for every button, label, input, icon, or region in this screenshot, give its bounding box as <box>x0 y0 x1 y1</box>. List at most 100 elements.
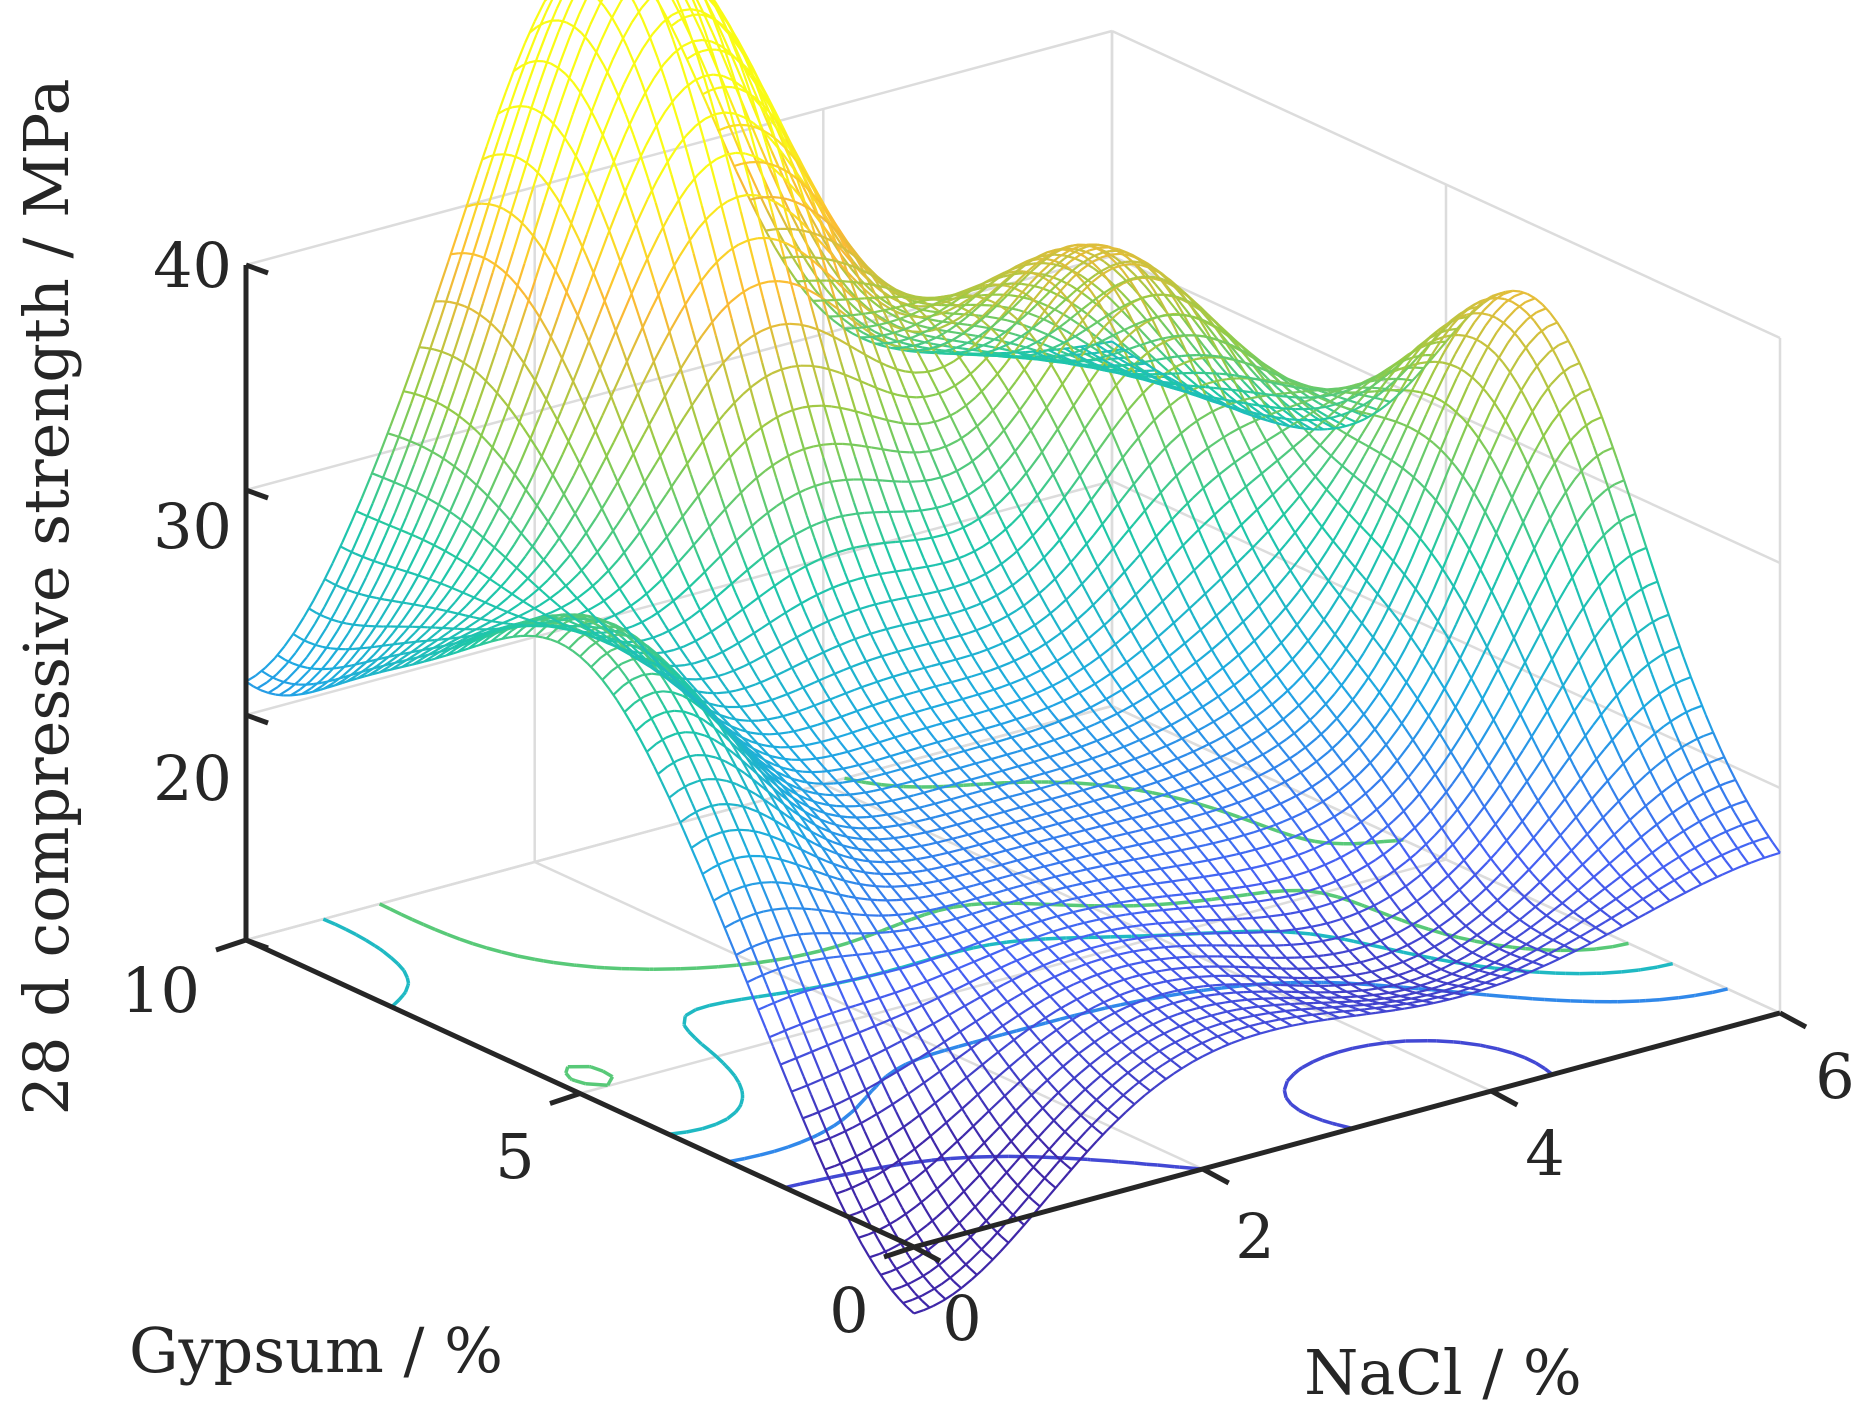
mesh-line-const-gypsum <box>590 602 601 610</box>
mesh-line-const-gypsum <box>596 538 608 553</box>
mesh-line-const-gypsum <box>1008 306 1019 312</box>
mesh-line-const-gypsum <box>556 289 569 318</box>
mesh-line-const-gypsum <box>1060 279 1072 287</box>
mesh-line-const-gypsum <box>662 628 673 635</box>
mesh-line-const-gypsum <box>1205 324 1218 339</box>
contour-line <box>854 1104 860 1110</box>
mesh-line-const-gypsum <box>848 577 859 583</box>
mesh-line-const-gypsum <box>938 444 949 451</box>
mesh-line-const-gypsum <box>579 338 591 365</box>
mesh-line-const-gypsum <box>475 146 488 176</box>
mesh-line-const-gypsum <box>1010 293 1022 307</box>
mesh-line-const-gypsum <box>577 286 590 314</box>
mesh-line-const-gypsum <box>768 280 779 283</box>
mesh-line-const-gypsum <box>888 419 899 424</box>
mesh-line-const-gypsum <box>639 589 651 600</box>
mesh-line-const-gypsum <box>773 168 785 179</box>
contour-line <box>682 1016 687 1025</box>
contour-line <box>389 956 400 966</box>
mesh-line-const-gypsum <box>302 600 315 619</box>
mesh-line-const-gypsum <box>364 660 376 671</box>
contour-line <box>1298 1108 1311 1118</box>
mesh-line-const-gypsum <box>457 468 470 493</box>
mesh-line-const-gypsum <box>999 288 1011 300</box>
mesh-line-const-gypsum <box>470 265 483 298</box>
mesh-line-const-gypsum <box>527 370 540 398</box>
mesh-line-const-gypsum <box>1249 404 1261 414</box>
contour-line <box>1006 938 1026 944</box>
mesh-line-const-gypsum <box>924 369 935 374</box>
mesh-line-const-gypsum <box>432 384 445 413</box>
mesh-line-const-gypsum <box>610 610 622 618</box>
mesh-line-const-gypsum <box>610 1 622 20</box>
mesh-line-const-gypsum <box>461 296 473 328</box>
mesh-line-const-gypsum <box>1006 413 1018 427</box>
mesh-line-const-gypsum <box>872 860 883 864</box>
mesh-line-const-gypsum <box>952 526 963 534</box>
mesh-line-const-gypsum <box>1126 924 1137 929</box>
mesh-line-const-gypsum <box>1027 419 1039 435</box>
mesh-line-const-gypsum <box>728 243 740 252</box>
mesh-line-const-gypsum <box>447 491 460 515</box>
grid-line <box>245 479 1113 717</box>
contour-line <box>1134 1161 1147 1166</box>
contour-line <box>737 1103 743 1109</box>
contour-line <box>1118 1160 1135 1165</box>
mesh-line-const-gypsum <box>746 168 759 191</box>
mesh-line-const-gypsum <box>856 544 867 549</box>
mesh-line-const-gypsum <box>1122 277 1134 289</box>
mesh-line-const-gypsum <box>1253 382 1266 395</box>
contour-line <box>344 927 357 937</box>
mesh-line-const-gypsum <box>850 836 861 840</box>
mesh-line-const-gypsum <box>425 476 438 501</box>
mesh-line-const-gypsum <box>464 370 476 400</box>
mesh-line-const-gypsum <box>516 352 529 381</box>
mesh-line-const-gypsum <box>521 188 534 221</box>
mesh-line-const-gypsum <box>658 571 670 583</box>
mesh-line-const-gypsum <box>730 609 742 619</box>
contour-line <box>886 1068 897 1077</box>
mesh-line-const-gypsum <box>1052 263 1064 268</box>
contour-line <box>799 1178 816 1186</box>
mesh-line-const-gypsum <box>467 444 479 470</box>
mesh-line-const-gypsum <box>612 422 625 443</box>
contour-line <box>708 1049 718 1058</box>
mesh-line-const-gypsum <box>514 555 527 570</box>
mesh-line-const-gypsum <box>599 342 612 367</box>
mesh-line-const-gypsum <box>1048 305 1059 313</box>
mesh-line-const-gypsum <box>780 322 790 326</box>
contour-line <box>898 917 913 926</box>
mesh-line-const-gypsum <box>1316 409 1328 417</box>
mesh-line-const-gypsum <box>656 162 668 181</box>
mesh-line-const-gypsum <box>537 343 550 372</box>
mesh-line-const-gypsum <box>518 396 531 423</box>
mesh-line-const-gypsum <box>876 314 888 323</box>
mesh-line-const-gypsum <box>435 612 447 624</box>
mesh-line-const-gypsum <box>682 641 694 648</box>
contour-line <box>604 965 622 971</box>
mesh-line-const-gypsum <box>812 301 825 313</box>
mesh-line-const-gypsum <box>609 587 621 598</box>
mesh-line-const-gypsum <box>879 297 891 306</box>
mesh-line-const-gypsum <box>1025 385 1038 402</box>
mesh-line-const-gypsum <box>819 588 830 595</box>
mesh-line-const-gypsum <box>637 558 650 571</box>
contour-line <box>775 989 794 996</box>
contour-line <box>1460 1040 1481 1047</box>
mesh-line-const-gypsum <box>946 296 958 303</box>
mesh-line-const-gypsum <box>894 332 906 339</box>
mesh-line-const-gypsum <box>1139 947 1150 952</box>
mesh-line-const-gypsum <box>808 559 819 566</box>
mesh-line-const-gypsum <box>1137 935 1148 940</box>
mesh-line-const-gypsum <box>360 474 373 500</box>
contour-line <box>727 1068 737 1078</box>
contour-line <box>737 1081 741 1084</box>
mesh-line-const-gypsum <box>935 389 946 396</box>
mesh-line-const-gypsum <box>767 236 778 241</box>
mesh-line-const-gypsum <box>685 125 697 137</box>
contour-line <box>1453 1040 1461 1045</box>
mesh-line-const-gypsum <box>603 105 616 131</box>
mesh-line-const-gypsum <box>711 40 722 48</box>
mesh-line-const-gypsum <box>733 112 745 119</box>
contour-line <box>422 922 436 932</box>
